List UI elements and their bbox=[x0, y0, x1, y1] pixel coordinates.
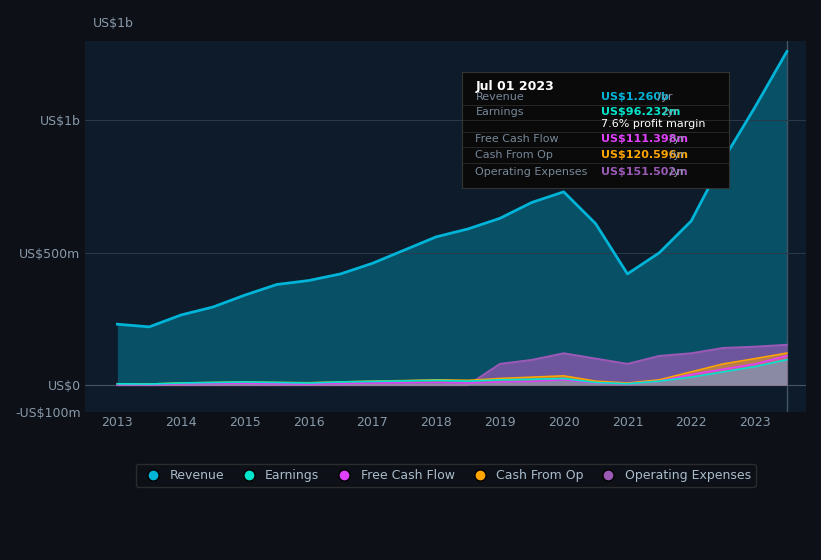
Text: US$120.596m: US$120.596m bbox=[601, 150, 688, 160]
Text: Earnings: Earnings bbox=[475, 108, 524, 117]
Text: Free Cash Flow: Free Cash Flow bbox=[475, 134, 559, 144]
Legend: Revenue, Earnings, Free Cash Flow, Cash From Op, Operating Expenses: Revenue, Earnings, Free Cash Flow, Cash … bbox=[135, 464, 756, 487]
Text: /yr: /yr bbox=[660, 108, 678, 117]
Text: US$1.260b: US$1.260b bbox=[601, 92, 669, 102]
Text: Operating Expenses: Operating Expenses bbox=[475, 167, 588, 176]
Text: /yr: /yr bbox=[666, 150, 684, 160]
Text: /yr: /yr bbox=[666, 134, 684, 144]
Text: US$111.398m: US$111.398m bbox=[601, 134, 688, 144]
Text: Jul 01 2023: Jul 01 2023 bbox=[475, 80, 554, 92]
Text: US$96.232m: US$96.232m bbox=[601, 108, 681, 117]
Text: US$151.502m: US$151.502m bbox=[601, 167, 688, 176]
Text: 7.6% profit margin: 7.6% profit margin bbox=[601, 119, 705, 129]
Text: Cash From Op: Cash From Op bbox=[475, 150, 553, 160]
Text: /yr: /yr bbox=[654, 92, 672, 102]
Text: Revenue: Revenue bbox=[475, 92, 525, 102]
Text: /yr: /yr bbox=[666, 167, 684, 176]
Text: US$1b: US$1b bbox=[93, 17, 134, 30]
